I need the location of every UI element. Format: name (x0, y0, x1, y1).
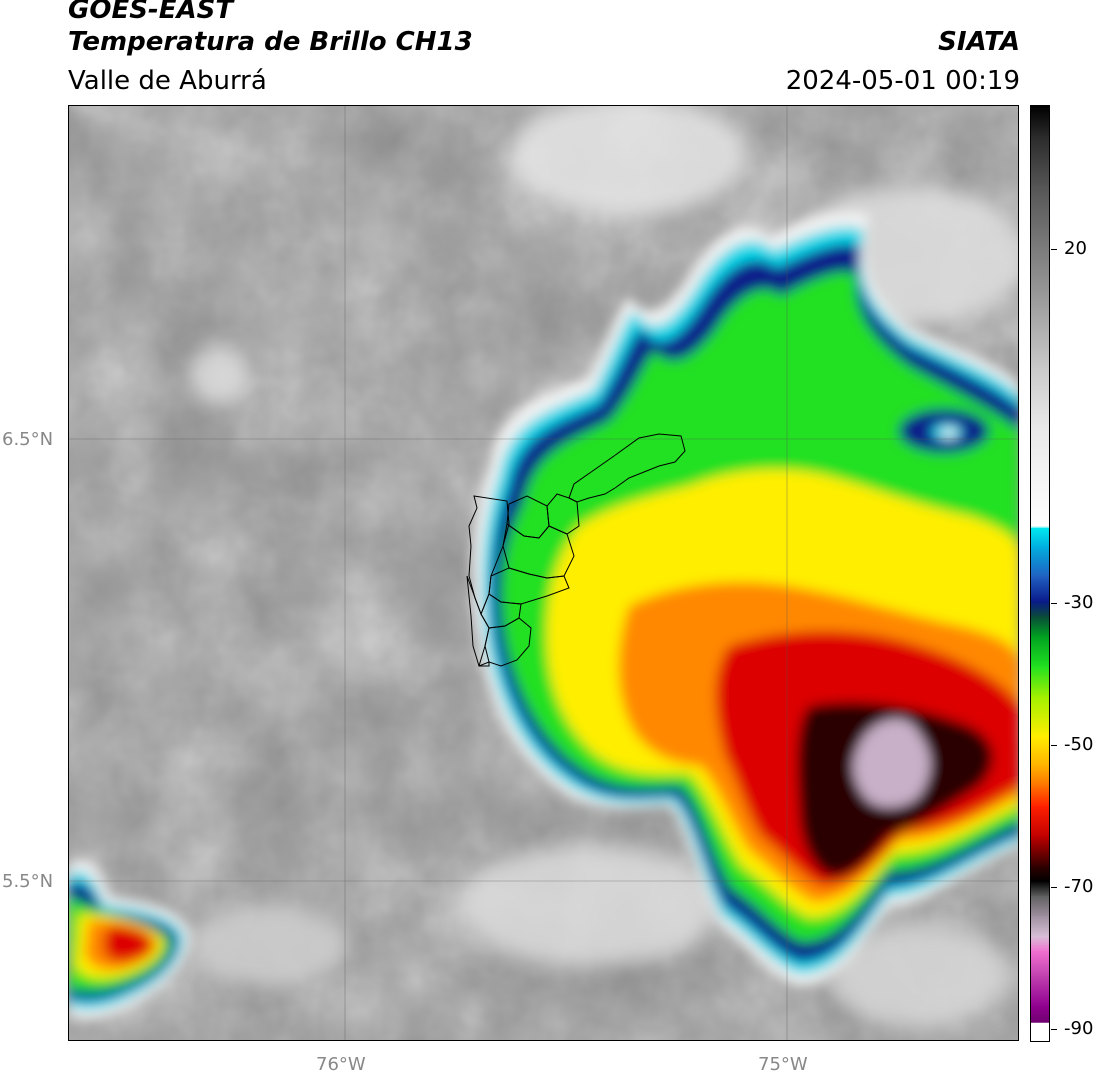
colorbar-segment (1031, 526, 1049, 529)
colorbar-segment (1031, 426, 1049, 527)
lon-label-76w: 76°W (316, 1054, 366, 1075)
colorbar-segment (1031, 576, 1049, 602)
title-block-right: SIATA 2024-05-01 00:19 (786, 26, 1020, 98)
colorbar-label-minus70: -70 (1064, 876, 1094, 897)
colorbar-segment (1031, 916, 1049, 937)
colorbar (1030, 105, 1050, 1042)
colorbar-segment (1031, 936, 1049, 952)
map-canvas (69, 106, 1018, 1040)
colorbar-tick (1051, 249, 1057, 250)
colorbar-segment (1031, 881, 1049, 897)
colorbar-segment (1031, 866, 1049, 882)
colorbar-segment (1031, 896, 1049, 917)
colorbar-segment (1031, 106, 1049, 137)
colorbar-segment (1031, 186, 1049, 247)
colorbar-segment (1031, 736, 1049, 767)
colorbar-label-minus30: -30 (1064, 592, 1094, 613)
region-title: Valle de Aburrá (68, 66, 267, 96)
colorbar-segment (1031, 951, 1049, 977)
colorbar-label-minus90: -90 (1064, 1018, 1094, 1039)
product-title: Temperatura de Brillo CH13 (68, 27, 473, 57)
colorbar-segment (1031, 601, 1049, 617)
colorbar-segment (1031, 636, 1049, 667)
colorbar-segment (1031, 1023, 1049, 1041)
colorbar-label-20: 20 (1064, 238, 1087, 259)
gridlines (69, 106, 1018, 1040)
colorbar-segment (1031, 976, 1049, 1007)
storm-secondary (69, 860, 190, 1019)
colorbar-tick (1051, 887, 1057, 888)
datetime-label: 2024-05-01 00:19 (785, 66, 1020, 96)
colorbar-tick (1051, 1029, 1057, 1030)
satellite-title: GOES-EAST (68, 0, 234, 25)
colorbar-segment (1031, 806, 1049, 837)
colorbar-segment (1031, 766, 1049, 787)
lat-label-5-5: 5.5°N (2, 871, 54, 892)
colorbar-segment (1031, 666, 1049, 697)
colorbar-segment (1031, 136, 1049, 187)
title-block: GOES-EAST Temperatura de Brillo CH13 Val… (68, 0, 473, 98)
organization-title: SIATA (938, 27, 1020, 57)
colorbar-segment (1031, 366, 1049, 427)
colorbar-segment (1031, 786, 1049, 807)
colorbar-segment (1031, 696, 1049, 737)
colorbar-segment (1031, 1006, 1049, 1023)
colorbar-tick (1051, 603, 1057, 604)
colorbar-segment (1031, 246, 1049, 307)
colorbar-segment (1031, 528, 1049, 547)
colorbar-segment (1031, 836, 1049, 867)
colorbar-segment (1031, 616, 1049, 637)
colorbar-segment (1031, 546, 1049, 577)
municipality-boundaries (466, 433, 686, 667)
lon-label-75w: 75°W (758, 1054, 808, 1075)
colorbar-label-minus50: -50 (1064, 734, 1094, 755)
colorbar-segment (1031, 306, 1049, 367)
colorbar-tick (1051, 745, 1057, 746)
storm-main (472, 212, 1018, 986)
satellite-map[interactable] (68, 105, 1019, 1041)
lat-label-6-5: 6.5°N (2, 429, 54, 450)
